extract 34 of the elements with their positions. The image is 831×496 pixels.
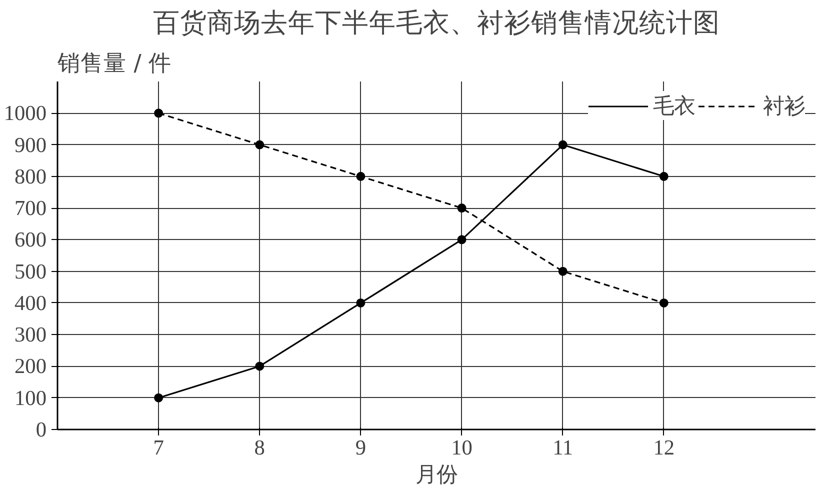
point — [457, 235, 466, 244]
x-tick-label: 10 — [451, 436, 472, 460]
y-tick-label: 400 — [14, 290, 47, 315]
x-tick-label: 9 — [355, 436, 366, 460]
point — [255, 140, 264, 150]
y-axis-title: 销售量 / 件 — [56, 50, 172, 76]
point — [356, 298, 366, 308]
y-tick-label: 100 — [14, 386, 47, 410]
y-tick-label: 0 — [36, 418, 47, 442]
y-tick-label: 500 — [14, 259, 47, 284]
y-tick-label: 800 — [14, 164, 47, 188]
x-tick-label: 8 — [254, 436, 265, 460]
x-axis-title: 月份 — [416, 462, 458, 488]
x-tick-label: 7 — [153, 436, 164, 460]
chart-title: 百货商场去年下半年毛衣、衬衫销售情况统计图 — [153, 8, 720, 38]
y-tick-label: 300 — [14, 322, 47, 347]
legend-label: 衬衫 — [763, 93, 805, 120]
point — [154, 108, 164, 118]
point — [558, 266, 568, 276]
legend-label: 毛衣 — [653, 93, 695, 120]
point — [659, 172, 668, 181]
point — [154, 393, 164, 402]
y-tick-label: 200 — [14, 354, 47, 378]
y-tick-label: 700 — [14, 196, 47, 220]
point — [558, 140, 568, 150]
point — [457, 204, 466, 213]
y-tick-label: 1000 — [4, 101, 46, 126]
point — [255, 362, 264, 371]
x-tick-label: 12 — [653, 436, 675, 460]
x-tick-label: 11 — [552, 436, 574, 460]
point — [356, 172, 366, 181]
y-tick-label: 900 — [14, 132, 47, 157]
y-tick-label: 600 — [14, 228, 47, 252]
point — [659, 298, 668, 308]
